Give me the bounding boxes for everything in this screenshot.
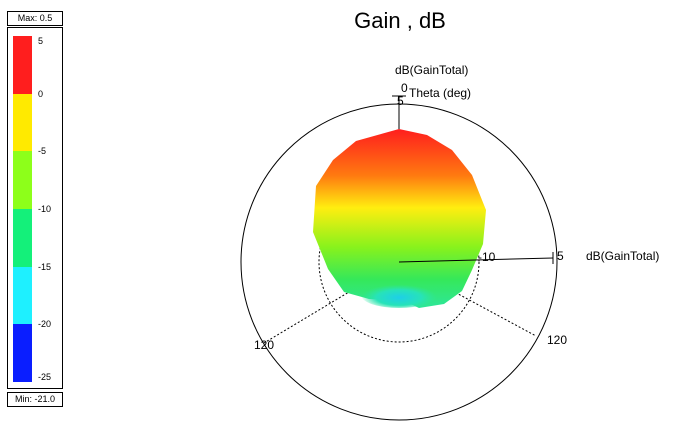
angle-tick-left: 120 — [254, 338, 274, 352]
color-band — [13, 93, 32, 152]
color-bar-tick-label: 0 — [38, 88, 44, 99]
color-bar-tick-label: -15 — [38, 261, 52, 272]
z-top-tick-label: 5 — [397, 94, 404, 108]
radial-mid-tick-label: -10 — [478, 250, 496, 264]
color-bar — [13, 36, 32, 383]
chart-title: Gain , dB — [354, 8, 446, 33]
legend-max-label: Max: 0.5 — [7, 11, 63, 26]
color-band — [13, 266, 32, 325]
legend-min-label: Min: -21.0 — [7, 392, 63, 407]
color-band — [13, 324, 32, 383]
z-angle-label: 0 — [401, 81, 408, 95]
lobe-null-region — [361, 282, 437, 308]
color-band — [13, 151, 32, 210]
radial-axis — [398, 257, 554, 263]
theta-label: Theta (deg) — [409, 86, 471, 100]
radial-axis-label: dB(GainTotal) — [586, 249, 659, 263]
radial-outer-tick-label: 5 — [557, 249, 564, 263]
color-band — [13, 209, 32, 268]
color-bar-tick-label: -25 — [38, 372, 52, 382]
color-band — [13, 36, 32, 95]
angle-tick-right: 120 — [547, 333, 567, 347]
z-axis-label: dB(GainTotal) — [395, 63, 468, 77]
color-bar-tick-label: -20 — [38, 319, 52, 330]
color-bar-tick-label: -10 — [38, 204, 52, 214]
color-bar-tick-label: 5 — [38, 36, 44, 46]
color-legend: 5 0 -5 -10 -15 -20 -25 — [7, 27, 63, 389]
gain-lobe — [313, 129, 486, 308]
color-bar-tick-label: -5 — [38, 146, 47, 157]
